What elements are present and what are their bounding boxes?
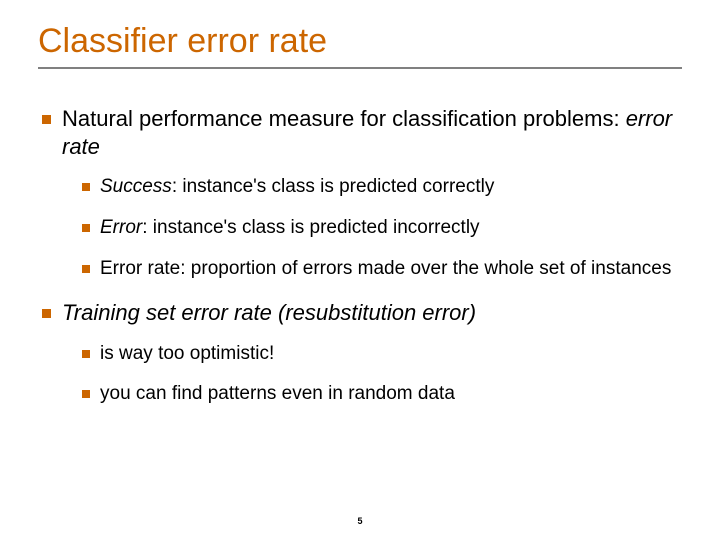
bullet-item: you can find patterns even in random dat… bbox=[82, 382, 682, 407]
slide: Classifier error rate Natural performanc… bbox=[0, 0, 720, 540]
bullet-item: Training set error rate (resubstitution … bbox=[42, 299, 682, 407]
bullet-list-level2: is way too optimistic! you can find patt… bbox=[62, 342, 682, 407]
bullet-em: Error bbox=[100, 217, 142, 238]
bullet-text: Natural performance measure for classifi… bbox=[62, 106, 626, 131]
bullet-text: you can find patterns even in random dat… bbox=[100, 383, 455, 404]
bullet-em: Success bbox=[100, 176, 172, 197]
bullet-item: Error rate: proportion of errors made ov… bbox=[82, 257, 682, 282]
bullet-em: Training set error rate (resubstitution … bbox=[62, 300, 476, 325]
slide-title: Classifier error rate bbox=[38, 22, 682, 61]
bullet-text: : instance's class is predicted correctl… bbox=[172, 176, 495, 197]
bullet-item: Success: instance's class is predicted c… bbox=[82, 175, 682, 200]
bullet-text: Error rate: proportion of errors made ov… bbox=[100, 258, 671, 279]
bullet-list-level2: Success: instance's class is predicted c… bbox=[62, 175, 682, 281]
bullet-item: Natural performance measure for classifi… bbox=[42, 105, 682, 281]
bullet-text: : instance's class is predicted incorrec… bbox=[142, 217, 479, 238]
bullet-list-level1: Natural performance measure for classifi… bbox=[38, 105, 682, 407]
page-number: 5 bbox=[0, 516, 720, 526]
bullet-text: is way too optimistic! bbox=[100, 343, 274, 364]
title-underline bbox=[38, 67, 682, 69]
bullet-item: is way too optimistic! bbox=[82, 342, 682, 367]
bullet-item: Error: instance's class is predicted inc… bbox=[82, 216, 682, 241]
